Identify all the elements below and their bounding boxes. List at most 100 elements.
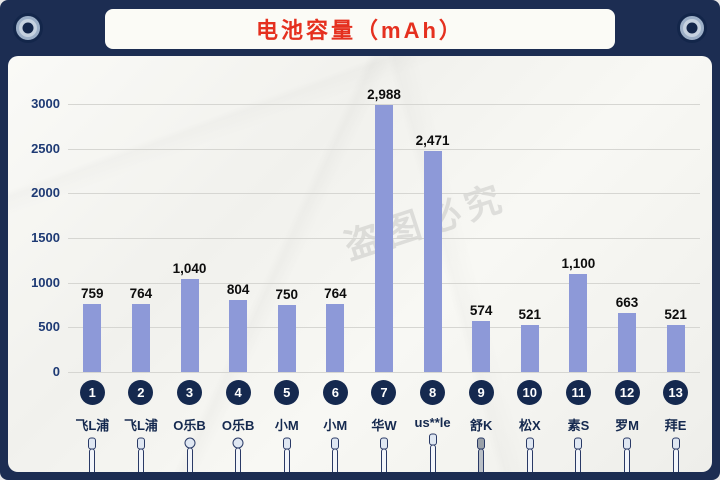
bar-column: 521 10 松X — [505, 80, 554, 472]
bar — [277, 305, 296, 372]
bar — [423, 151, 442, 372]
rank-badge: 11 — [565, 380, 591, 405]
bar-value-label: 574 — [469, 302, 493, 318]
brand-label: 飞L浦 — [123, 418, 158, 433]
bar — [374, 105, 393, 372]
bar-column: 2,471 8 us**le — [408, 80, 457, 472]
brand-label: 飞L浦 — [75, 418, 110, 433]
bar-zone: 521 — [519, 80, 541, 372]
toothbrush-icon — [668, 436, 684, 472]
toothbrush-icon — [279, 436, 295, 472]
brand-label: O乐B — [173, 418, 206, 433]
rank-badge: 3 — [177, 380, 203, 405]
bar-zone: 750 — [275, 80, 298, 372]
y-axis-labels: 0 500 1000 1500 2000 2500 3000 — [18, 68, 60, 466]
bar-value-label: 764 — [129, 285, 153, 301]
grommet-icon — [677, 13, 707, 43]
brand-label: 松X — [518, 418, 541, 433]
y-tick-label: 1500 — [31, 230, 60, 245]
rank-badge: 12 — [614, 380, 640, 405]
plot-area: 0 500 1000 1500 2000 2500 3000 759 1 飞L浦 764 2 飞L浦 1… — [18, 68, 706, 472]
brand-label: 华W — [371, 418, 397, 433]
bar — [520, 325, 539, 372]
y-tick-label: 2500 — [31, 140, 60, 156]
bar-value-label: 764 — [324, 285, 347, 301]
bar-column: 764 2 飞L浦 — [117, 80, 166, 472]
rank-badge: 2 — [128, 380, 154, 405]
y-tick-label: 3000 — [31, 96, 60, 111]
toothbrush-icon — [473, 436, 489, 472]
y-tick-label: 1000 — [31, 274, 60, 290]
toothbrush-icon — [133, 436, 149, 472]
bar-value-label: 804 — [226, 282, 250, 298]
brand-label: 罗M — [615, 418, 639, 433]
toothbrush-icon — [230, 436, 246, 472]
bar — [229, 300, 248, 372]
bar-column: 1,100 11 素S — [554, 80, 603, 472]
bar-zone: 1,100 — [561, 80, 596, 372]
rank-badge: 4 — [225, 380, 251, 405]
bar-zone: 521 — [664, 80, 687, 372]
gridline — [68, 372, 700, 373]
bar-column: 759 1 飞L浦 — [68, 80, 117, 472]
bar-value-label: 1,040 — [172, 261, 207, 277]
chart-title: 电池容量（mAh） — [256, 18, 464, 43]
bar-column: 804 4 O乐B — [214, 80, 263, 472]
rank-badge: 1 — [79, 380, 105, 405]
bar — [180, 279, 199, 372]
toothbrush-icon — [619, 436, 635, 472]
bar-zone: 2,471 — [415, 80, 450, 372]
y-tick-label: 2000 — [31, 185, 60, 201]
bar-zone: 804 — [226, 80, 250, 372]
toothbrush-icon — [327, 436, 343, 472]
toothbrush-icon — [522, 436, 538, 472]
rank-badge: 10 — [517, 380, 543, 405]
bar-columns: 759 1 飞L浦 764 2 飞L浦 1,040 3 O乐B 804 4 O乐B 750 5 小M 764 6… — [68, 80, 700, 472]
bar-zone: 759 — [81, 80, 104, 372]
bar-zone: 574 — [469, 80, 493, 372]
bar-column: 574 9 舒K — [457, 80, 506, 472]
brand-label: 舒K — [469, 418, 493, 433]
bar — [472, 320, 491, 372]
bar-value-label: 521 — [664, 307, 687, 323]
toothbrush-icon — [425, 432, 441, 472]
bar-zone: 764 — [129, 80, 153, 372]
bar — [569, 273, 588, 372]
bar-value-label: 1,100 — [561, 255, 596, 271]
grommet-icon — [13, 13, 43, 43]
gridline — [68, 104, 700, 105]
brand-label: 拜E — [664, 418, 687, 433]
rank-badge: 9 — [468, 380, 494, 405]
rank-badge: 5 — [274, 380, 300, 405]
bar-zone: 663 — [615, 80, 639, 372]
rank-badge: 7 — [371, 380, 397, 405]
toothbrush-icon — [376, 436, 392, 472]
title-banner: 电池容量（mAh） — [105, 9, 615, 49]
bar-column: 764 6 小M — [311, 80, 360, 472]
bar-column: 2,988 7 华W — [360, 80, 409, 472]
bar-column: 1,040 3 O乐B — [165, 80, 214, 472]
bar-column: 663 12 罗M — [603, 80, 652, 472]
rank-badge: 8 — [420, 380, 446, 405]
bar — [131, 303, 150, 372]
bar-column: 521 13 拜E — [651, 80, 700, 472]
toothbrush-icon — [182, 436, 198, 472]
bar-zone: 1,040 — [172, 80, 207, 372]
toothbrush-icon — [84, 436, 100, 472]
bar-value-label: 2,471 — [415, 133, 450, 149]
bar-value-label: 759 — [81, 286, 104, 302]
y-tick-label: 0 — [52, 364, 60, 379]
rank-badge: 6 — [322, 380, 348, 405]
rank-badge: 13 — [663, 380, 689, 405]
bar-value-label: 663 — [615, 294, 639, 310]
bar-zone: 2,988 — [367, 80, 401, 372]
brand-label: 小M — [323, 418, 348, 433]
bar — [618, 312, 636, 372]
bar-value-label: 750 — [275, 287, 298, 302]
y-tick-label: 500 — [38, 319, 60, 335]
bar-value-label: 2,988 — [367, 87, 401, 103]
bar — [83, 304, 102, 372]
bar — [326, 303, 345, 372]
